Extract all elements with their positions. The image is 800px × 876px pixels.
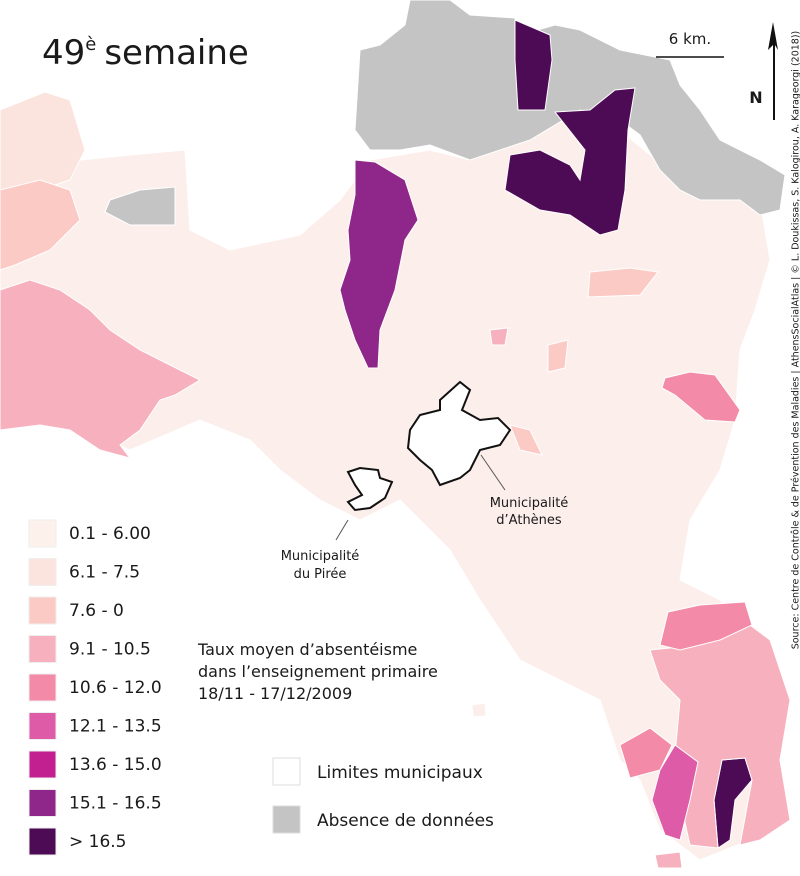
- legend: 0.1 - 6.00 6.1 - 7.5 7.6 - 0 9.1 - 10.5 10.6…: [28, 519, 162, 856]
- region: [651, 744, 699, 841]
- legend-label: 10.6 - 12.0: [69, 678, 162, 698]
- region: [587, 267, 659, 298]
- legend-label: Absence de données: [317, 811, 494, 831]
- legend-swatch: [272, 757, 301, 786]
- legend-title: Taux moyen d’absentéisme dans l’enseignem…: [197, 640, 438, 703]
- legend-title-line: dans l’enseignement primaire: [198, 662, 438, 681]
- legend-swatch: [28, 827, 57, 856]
- scale-bar-label: 6 km.: [669, 30, 711, 48]
- legend-label: 0.1 - 6.00: [69, 524, 151, 544]
- legend-extra: Limites municipaux Absence de données: [272, 757, 494, 834]
- north-arrow: [768, 22, 778, 120]
- region: [619, 727, 673, 779]
- legend-label: 15.1 - 16.5: [69, 794, 162, 814]
- label-line: du Pirée: [294, 567, 347, 582]
- region: [659, 601, 753, 651]
- title-superscript: è: [85, 34, 96, 55]
- region: [339, 159, 419, 369]
- legend-swatch: [28, 519, 57, 548]
- title-text: semaine: [104, 33, 249, 73]
- region: [661, 371, 741, 423]
- label-piree: Municipalité du Pirée: [281, 549, 360, 582]
- legend-label: 7.6 - 0: [69, 601, 124, 621]
- region: [654, 851, 683, 869]
- no-data-area: [104, 186, 176, 226]
- leader-line: [480, 454, 506, 491]
- athens-boundary: [406, 380, 512, 487]
- title-number: 49: [42, 33, 85, 73]
- legend-label: 13.6 - 15.0: [69, 755, 162, 775]
- region: [0, 279, 202, 459]
- region: [0, 179, 81, 271]
- piree-boundary: [346, 466, 394, 512]
- region: [471, 702, 487, 718]
- source: Source: Centre de Contrôle & de Préventi…: [791, 31, 800, 650]
- region: [509, 424, 543, 456]
- region: [0, 91, 86, 191]
- leader-line: [335, 519, 349, 541]
- map-title: 49è semaine: [42, 33, 249, 73]
- legend-swatch: [28, 712, 57, 740]
- legend-swatch: [28, 558, 57, 586]
- label-athens: Municipalité d’Athènes: [490, 496, 569, 528]
- legend-swatch: [28, 635, 57, 663]
- region: [514, 19, 553, 111]
- label-line: Municipalité: [490, 496, 569, 511]
- legend-label: 9.1 - 10.5: [69, 640, 151, 660]
- legend-swatch: [272, 805, 301, 834]
- label-line: Municipalité: [281, 549, 360, 564]
- legend-label: Limites municipaux: [317, 763, 483, 783]
- legend-title-line: 18/11 - 17/12/2009: [198, 684, 352, 703]
- no-data-area: [354, 0, 786, 216]
- region: [0, 119, 791, 861]
- north-label: N: [749, 88, 762, 107]
- label-line: d’Athènes: [496, 513, 562, 528]
- legend-label: 12.1 - 13.5: [69, 717, 162, 737]
- legend-swatch: [28, 789, 57, 817]
- legend-title-line: Taux moyen d’absentéisme: [197, 640, 417, 659]
- legend-swatch: [28, 596, 57, 625]
- legend-swatch: [28, 673, 57, 702]
- legend-label: > 16.5: [69, 832, 127, 852]
- legend-label: 6.1 - 7.5: [69, 563, 140, 583]
- region: [489, 327, 509, 346]
- region: [504, 87, 636, 236]
- region: [547, 339, 569, 373]
- legend-swatch: [28, 750, 57, 779]
